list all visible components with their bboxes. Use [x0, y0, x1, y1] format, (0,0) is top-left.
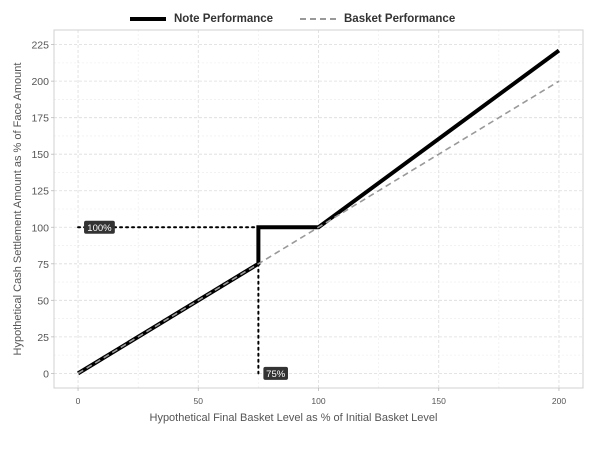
chart-legend: Note Performance Basket Performance — [0, 12, 600, 28]
y-tick-label: 50 — [37, 295, 49, 307]
y-tick-label: 75 — [37, 259, 49, 271]
x-tick-label: 50 — [194, 396, 204, 406]
legend-swatch-dashed — [300, 12, 336, 26]
legend-label-note-performance: Note Performance — [174, 13, 274, 25]
x-axis-title: Hypothetical Final Basket Level as % of … — [150, 412, 438, 424]
legend-swatch-solid — [130, 12, 166, 26]
y-tick-label: 0 — [43, 368, 49, 380]
x-tick-label: 100 — [311, 396, 325, 406]
series-line-basket-performance — [77, 80, 560, 375]
annotation-box — [263, 366, 288, 380]
y-axis-title: Hypothetical Cash Settlement Amount as %… — [12, 63, 24, 356]
legend-item-note-performance: Note Performance — [130, 12, 273, 26]
x-tick-label: 150 — [432, 396, 446, 406]
x-tick-label: 0 — [76, 396, 81, 406]
x-tick-label: 200 — [552, 396, 566, 406]
y-tick-label: 125 — [31, 186, 49, 198]
legend-label-basket-performance: Basket Performance — [344, 13, 456, 25]
y-tick-label: 175 — [31, 113, 49, 125]
y-tick-label: 150 — [31, 149, 49, 161]
annotation-box — [84, 220, 115, 234]
y-tick-label: 100 — [31, 222, 49, 234]
legend-item-basket-performance: Basket Performance — [300, 12, 455, 26]
y-tick-label: 225 — [31, 40, 49, 52]
y-tick-label: 25 — [37, 332, 49, 344]
annotation-label: 100% — [87, 223, 112, 234]
annotation-label: 75% — [266, 369, 286, 380]
y-tick-label: 200 — [31, 76, 49, 88]
